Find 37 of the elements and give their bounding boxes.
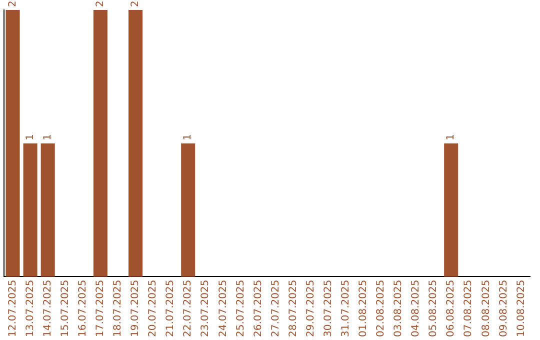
data-label: 2 [95, 0, 106, 7]
x-tick-label: 14.07.2025 [42, 280, 54, 338]
x-tick-label: 15.07.2025 [60, 280, 71, 338]
data-label: 1 [446, 134, 457, 140]
data-label: 2 [130, 0, 142, 7]
x-tick-label: 09.08.2025 [498, 280, 510, 338]
x-tick-label: 26.07.2025 [252, 280, 264, 338]
x-tick-label: 24.07.2025 [218, 280, 229, 338]
x-tick-label: 16.07.2025 [77, 280, 88, 338]
x-tick-label: 28.07.2025 [288, 280, 299, 338]
x-tick-label: 10.08.2025 [516, 280, 527, 338]
x-tick-label: 21.07.2025 [165, 280, 176, 338]
x-tick-label: 17.07.2025 [95, 280, 106, 338]
x-tick-label: 04.08.2025 [410, 280, 422, 338]
data-label: 1 [42, 134, 54, 140]
x-tick-label: 27.07.2025 [270, 280, 282, 338]
x-tick-label: 22.07.2025 [182, 280, 194, 338]
x-tick-label: 07.08.2025 [463, 280, 474, 338]
x-tick-label: 05.08.2025 [428, 280, 440, 338]
x-tick-label: 18.07.2025 [112, 280, 124, 338]
data-label: 1 [24, 134, 36, 140]
x-tick-label: 25.07.2025 [235, 280, 246, 338]
x-tick-label: 02.08.2025 [376, 280, 387, 338]
data-label: 2 [7, 0, 18, 7]
x-tick-label: 20.07.2025 [148, 280, 159, 338]
x-tick-label: 13.07.2025 [24, 280, 36, 338]
x-tick-label: 08.08.2025 [480, 280, 492, 338]
x-tick-label: 01.08.2025 [358, 280, 370, 338]
x-tick-label: 30.07.2025 [322, 280, 334, 338]
x-tick-label: 06.08.2025 [446, 280, 457, 338]
x-tick-label: 29.07.2025 [305, 280, 316, 338]
x-tick-label: 23.07.2025 [200, 280, 212, 338]
x-tick-label: 03.08.2025 [393, 280, 404, 338]
data-label: 1 [182, 134, 194, 140]
x-tick-label: 12.07.2025 [7, 280, 18, 338]
x-tick-label: 19.07.2025 [130, 280, 142, 338]
x-tick-label: 31.07.2025 [340, 280, 352, 338]
